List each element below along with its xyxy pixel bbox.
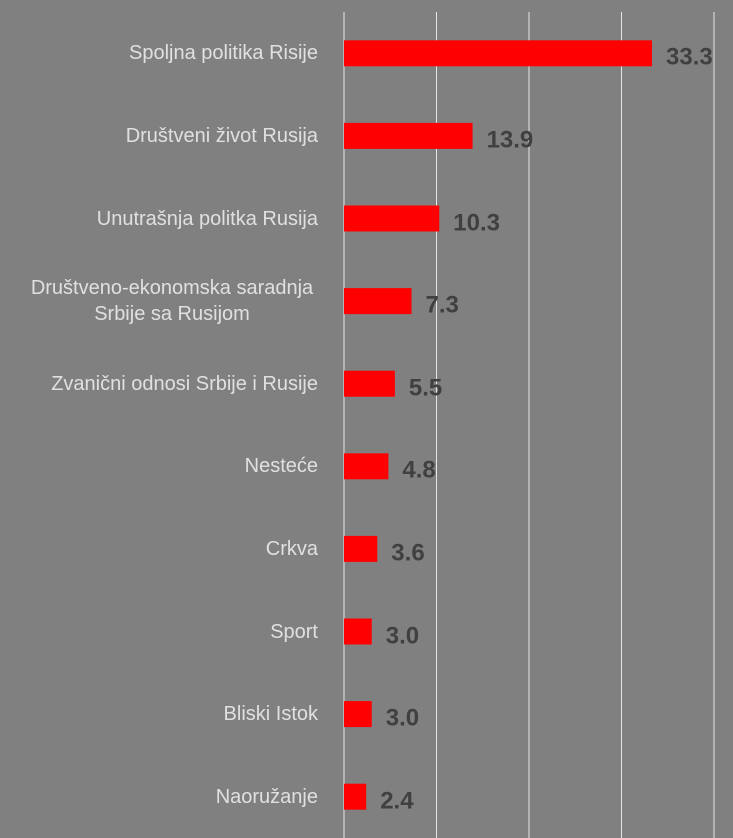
bar (344, 453, 389, 480)
bar (344, 205, 440, 232)
value-label: 10.3 (453, 208, 500, 236)
value-label: 7.3 (425, 291, 459, 319)
bar (344, 618, 372, 645)
category-label: Unutrašnja politka Rusija (96, 207, 318, 230)
category-label: Zvanični odnosi Srbije i Rusije (51, 372, 318, 395)
value-label: 4.8 (402, 456, 436, 484)
value-label: 3.0 (385, 704, 420, 732)
bar (344, 783, 367, 810)
value-label: 2.4 (380, 787, 414, 815)
bar (344, 370, 395, 397)
category-label: Društveno-ekonomska saradnja Srbije sa R… (30, 277, 314, 326)
category-label: Crkva (265, 537, 318, 560)
category-label: Naoružanje (215, 785, 318, 808)
value-label: 3.6 (391, 539, 425, 567)
bar (344, 288, 412, 315)
category-label: Sport (270, 620, 318, 643)
bar (344, 535, 378, 562)
category-label: Spoljna politika Risije (129, 42, 318, 65)
value-label: 13.9 (486, 126, 534, 154)
category-label: Društveni život Rusija (125, 124, 318, 147)
value-label: 5.5 (408, 374, 443, 402)
bar (344, 40, 653, 67)
value-label: 3.0 (385, 621, 420, 649)
bar (344, 701, 372, 728)
bar (344, 122, 473, 149)
value-label: 33.3 (666, 43, 713, 71)
category-label: Bliski Istok (223, 703, 318, 726)
category-label: Nesteće (244, 455, 318, 478)
